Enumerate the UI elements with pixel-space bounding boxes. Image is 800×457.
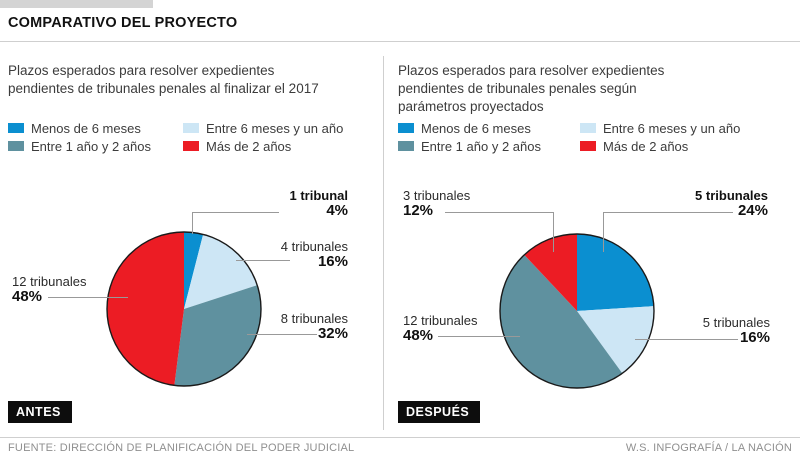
- legend-swatch-lightblue: [580, 123, 596, 133]
- pie-slice: [174, 285, 261, 386]
- leader-line: [192, 212, 193, 234]
- callout-antes-1a2anos: 8 tribunales 32%: [280, 311, 348, 342]
- accent-bar: [0, 0, 153, 8]
- legend-item: Entre 6 meses y un año: [580, 120, 741, 136]
- pie-chart-despues: [499, 233, 655, 389]
- legend-label: Más de 2 años: [206, 138, 292, 154]
- page-title: COMPARATIVO DEL PROYECTO: [8, 15, 238, 31]
- pie-outline: [499, 233, 655, 389]
- pie-slice: [184, 232, 204, 309]
- legend-item: Más de 2 años: [580, 138, 740, 154]
- callout-antes-menos6: 1 tribunal 4%: [289, 188, 348, 219]
- callout-despues-6meses-1ano: 5 tribunales 16%: [702, 315, 770, 346]
- legend-label: Entre 1 año y 2 años: [421, 138, 541, 154]
- callout-antes-6meses-1ano: 4 tribunales 16%: [280, 239, 348, 270]
- legend-item: Entre 6 meses y un año: [183, 120, 344, 136]
- legend-swatch-blue: [8, 123, 24, 133]
- panel-despues-description: Plazos esperados para resolver expedient…: [398, 63, 665, 114]
- legend-label: Más de 2 años: [603, 138, 689, 154]
- legend-swatch-blue: [398, 123, 414, 133]
- pie-slice: [524, 234, 577, 311]
- legend-label: Entre 6 meses y un año: [206, 120, 344, 136]
- pie-slice: [577, 306, 655, 374]
- leader-line: [553, 212, 554, 252]
- panel-divider: [383, 56, 384, 430]
- leader-line: [247, 334, 317, 335]
- legend-label: Menos de 6 meses: [421, 120, 531, 136]
- legend-swatch-lightblue: [183, 123, 199, 133]
- callout-despues-mas2anos: 3 tribunales 12%: [403, 188, 471, 219]
- pie-slice: [500, 254, 623, 388]
- footer-divider: [0, 437, 800, 438]
- pie-slice: [107, 232, 184, 386]
- leader-line: [635, 339, 738, 340]
- legend-item: Menos de 6 meses: [8, 120, 183, 136]
- callout-despues-1a2anos: 12 tribunales 48%: [403, 313, 478, 344]
- footer-credit: W.S. INFOGRAFÍA / LA NACIÓN: [625, 442, 792, 454]
- legend-swatch-teal: [398, 141, 414, 151]
- pie-slice: [184, 234, 258, 309]
- tag-antes: ANTES: [8, 401, 72, 423]
- legend-swatch-red: [580, 141, 596, 151]
- legend-swatch-red: [183, 141, 199, 151]
- pie-outline: [106, 231, 262, 387]
- legend-label: Menos de 6 meses: [31, 120, 141, 136]
- leader-line: [445, 212, 553, 213]
- tag-despues: DESPUÉS: [398, 401, 481, 423]
- legend-label: Entre 6 meses y un año: [603, 120, 741, 136]
- pie-chart-antes: [106, 231, 262, 387]
- leader-line: [438, 336, 520, 337]
- legend-antes: Menos de 6 meses Entre 6 meses y un año …: [8, 120, 344, 154]
- callout-despues-menos6: 5 tribunales 24%: [695, 188, 768, 219]
- panel-antes-description: Plazos esperados para resolver expedient…: [8, 63, 319, 96]
- title-divider: [0, 41, 800, 42]
- legend-item: Entre 1 año y 2 años: [8, 138, 183, 154]
- legend-item: Más de 2 años: [183, 138, 343, 154]
- leader-line: [236, 260, 290, 261]
- callout-antes-mas2anos: 12 tribunales 48%: [12, 274, 87, 305]
- leader-line: [48, 297, 128, 298]
- legend-despues: Menos de 6 meses Entre 6 meses y un año …: [398, 120, 741, 154]
- leader-line: [192, 212, 279, 213]
- leader-line: [603, 212, 733, 213]
- leader-line: [603, 212, 604, 252]
- pie-slice: [577, 234, 654, 311]
- footer-source: FUENTE: DIRECCIÓN DE PLANIFICACIÓN DEL P…: [8, 442, 355, 454]
- legend-item: Menos de 6 meses: [398, 120, 580, 136]
- legend-label: Entre 1 año y 2 años: [31, 138, 151, 154]
- legend-swatch-teal: [8, 141, 24, 151]
- legend-item: Entre 1 año y 2 años: [398, 138, 580, 154]
